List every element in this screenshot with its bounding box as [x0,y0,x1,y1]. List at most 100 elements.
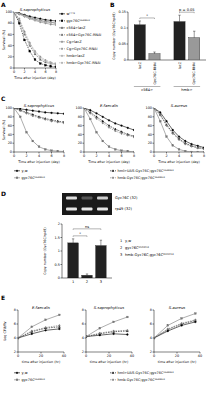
error-stem [73,239,74,243]
y-tick-label: 20 [8,55,12,59]
series-line [86,317,127,337]
x-tick-label: 4 [38,154,40,158]
data-point [159,120,161,122]
error-cap [72,238,74,239]
data-point [32,140,34,142]
panel-label: E [1,294,5,301]
data-point [121,132,123,134]
data-point [34,50,36,52]
panel-label: C [1,95,6,102]
error-cap [86,273,88,274]
data-point [26,131,28,133]
y-tick [127,60,129,61]
series-line [84,108,134,137]
data-point [197,151,199,152]
annotation: * [79,232,81,236]
legend-label: gyc76Cᴷᴳ⁰⁸⁰³⁴ [22,378,46,382]
data-point [39,20,41,22]
x-axis-label: Time after injection (day) [157,160,200,164]
y-axis-label: Survival (%) [2,119,6,140]
y-tick [13,152,15,153]
data-point [167,325,169,327]
legend-marker [16,372,18,374]
y-tick [83,143,85,144]
data-point [38,146,40,148]
y-axis [154,310,155,352]
key-label: hmb-Gyc76C;gyc76Cᴷᴳ⁰⁸⁰³⁴ [125,253,174,257]
data-point [31,326,33,328]
band-label: rp49 (32) [115,207,132,211]
y-axis-label: Copy number (Gyc76C/rp49) [43,227,47,274]
data-point [178,139,180,141]
data-point [50,21,52,23]
data-point [86,335,87,337]
y-tick [13,45,15,46]
legend-marker [61,48,63,50]
data-point [108,119,110,121]
x-axis-label: time after injection (hr) [158,360,197,364]
x-tick-label: 2 [23,70,25,74]
legend-line [14,372,20,373]
chart-title: S.aureus [171,103,188,108]
error-stem [154,52,155,54]
data-point [24,39,26,41]
data-point [24,15,26,17]
legend-line [59,62,65,63]
data-point [121,150,123,152]
y-tick [17,310,19,311]
x-tick-label: 1 [72,280,74,284]
data-point [178,136,180,138]
data-point [195,313,197,315]
y-axis-label: Survival (%) [2,29,6,50]
legend-marker [16,177,18,179]
legend-label: hmb>lacZ [67,54,86,58]
legend-line [110,379,116,380]
data-point [50,61,52,63]
series-line [154,108,204,149]
data-point [39,57,41,59]
bar [189,38,200,60]
x-tick-label: 8 [203,154,205,158]
x-tick-label: Gyc76C-RNAi [153,62,157,85]
group-label: hmb> [181,88,192,92]
data-point [203,148,204,150]
data-point [191,145,193,147]
error-cap [153,52,155,53]
y-tick [153,125,155,126]
data-point [55,22,56,24]
data-point [18,22,20,24]
y-axis-label: Copy number (Gyc76C/rp49) [112,12,116,59]
data-point [127,316,129,318]
y-tick-label: 8 [150,308,152,312]
data-point [24,14,26,16]
y-tick [127,12,129,13]
data-point [55,62,56,64]
data-point [89,118,91,120]
x-tick-label: 0 [17,354,19,358]
data-point [127,150,129,152]
x-tick-label: 6 [44,70,46,74]
y-tick-label: 0 [150,150,152,154]
data-point [57,112,59,114]
data-point [113,333,115,335]
y-tick-label: 80 [148,115,152,119]
data-point [181,322,183,324]
series-line [86,331,127,337]
y-tick-label: 20 [148,141,152,145]
data-point [59,324,61,326]
y-tick-label: 2 [58,222,60,226]
data-point [114,130,116,132]
error-bar [193,31,195,37]
data-point [86,336,87,338]
data-point [45,326,47,328]
y-tick-label: 40 [78,133,82,137]
legend-marker [61,20,63,22]
x-axis [84,152,134,153]
y-tick-label: 0.15 [118,10,126,14]
data-point [96,112,98,114]
legend-marker [16,379,18,381]
y-axis [86,310,87,352]
data-point [39,19,41,21]
x-tick-label: 0 [13,70,15,74]
legend-label: y,w [22,169,28,173]
